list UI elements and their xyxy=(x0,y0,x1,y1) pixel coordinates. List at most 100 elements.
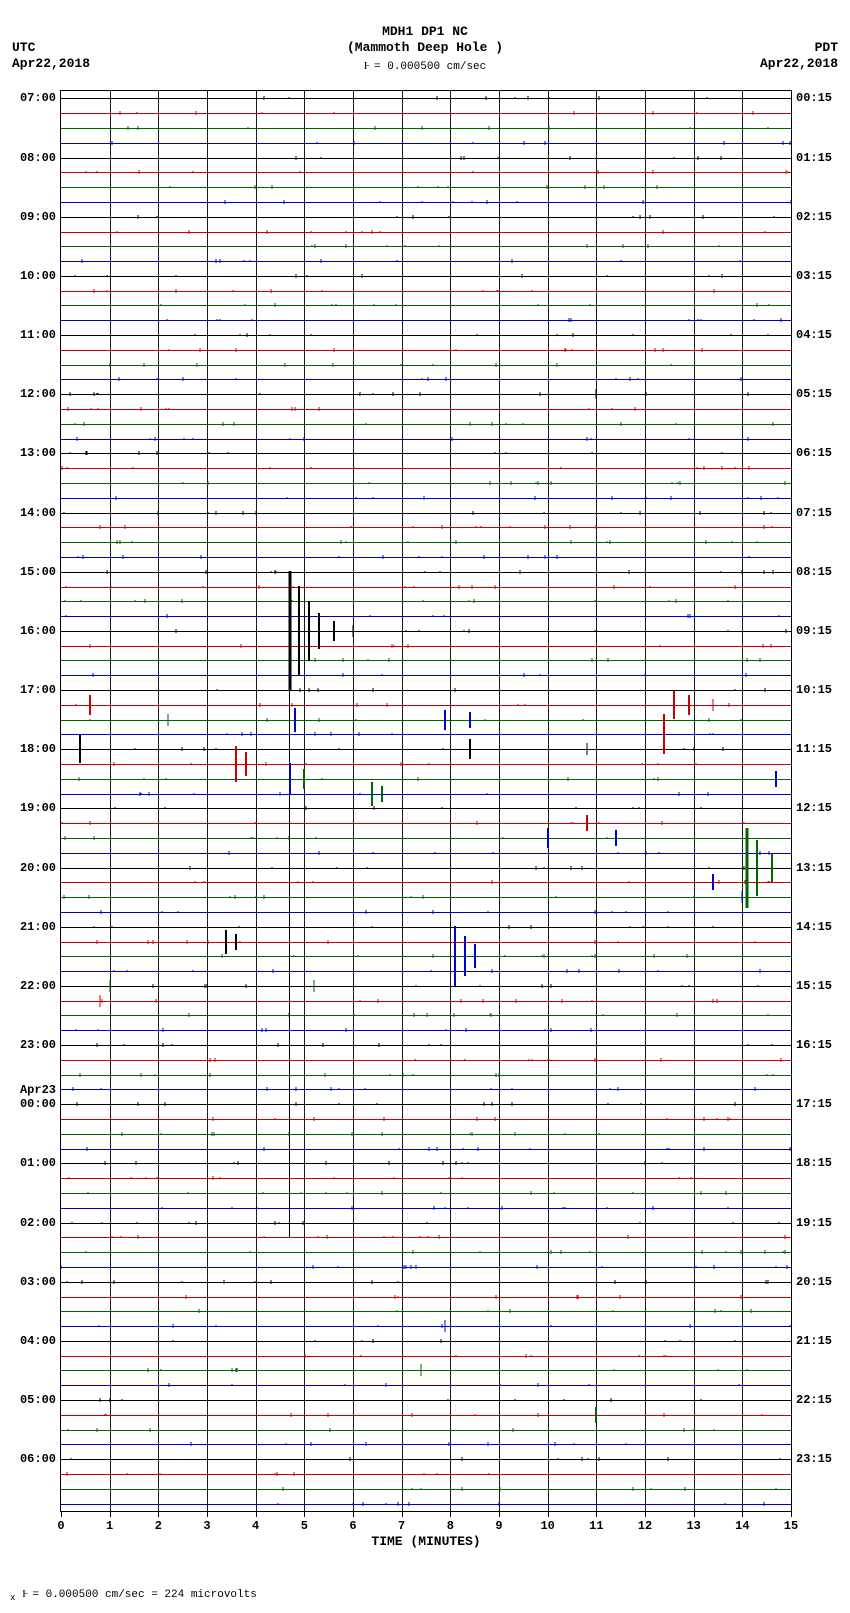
noise-tick xyxy=(772,1044,773,1046)
noise-tick xyxy=(380,231,381,233)
noise-tick xyxy=(235,378,236,380)
noise-tick xyxy=(378,1043,379,1047)
noise-tick xyxy=(373,304,374,306)
noise-tick xyxy=(419,392,420,396)
trace-baseline xyxy=(61,143,791,144)
noise-tick xyxy=(523,423,524,425)
noise-tick xyxy=(548,97,549,99)
minute-gridline xyxy=(402,91,403,1511)
noise-tick xyxy=(570,866,571,870)
noise-tick xyxy=(381,1191,382,1195)
noise-tick xyxy=(66,615,67,617)
noise-tick xyxy=(653,170,654,174)
noise-tick xyxy=(751,1309,752,1313)
hour-label-left: 02:00 xyxy=(20,1216,56,1230)
noise-tick xyxy=(747,392,748,396)
noise-tick xyxy=(147,1368,148,1372)
noise-tick xyxy=(545,555,546,559)
noise-tick xyxy=(421,378,422,380)
noise-tick xyxy=(598,1133,599,1135)
trace-baseline xyxy=(61,1474,791,1475)
noise-tick xyxy=(675,599,676,603)
noise-tick xyxy=(437,1473,438,1475)
noise-tick xyxy=(531,1191,532,1195)
noise-tick xyxy=(595,954,596,958)
noise-tick xyxy=(371,926,372,928)
noise-tick xyxy=(112,926,113,928)
noise-tick xyxy=(146,1177,147,1179)
noise-tick xyxy=(610,1398,611,1402)
noise-tick xyxy=(734,689,735,691)
noise-tick xyxy=(202,586,203,588)
noise-tick xyxy=(630,377,631,381)
x-tick-label: 5 xyxy=(301,1519,308,1533)
noise-tick xyxy=(763,525,764,529)
noise-tick xyxy=(511,259,512,263)
noise-tick xyxy=(307,275,308,277)
noise-tick xyxy=(300,171,301,173)
minute-gridline xyxy=(158,91,159,1511)
noise-tick xyxy=(683,748,684,750)
trace-baseline xyxy=(61,1444,791,1445)
noise-tick xyxy=(772,570,773,574)
noise-tick xyxy=(440,1339,441,1343)
noise-tick xyxy=(90,644,91,648)
noise-tick xyxy=(659,645,660,647)
noise-tick xyxy=(300,1192,301,1194)
noise-tick xyxy=(388,1161,389,1165)
noise-tick xyxy=(101,1222,102,1224)
noise-tick xyxy=(83,422,84,426)
x-tick xyxy=(207,1511,208,1517)
noise-tick xyxy=(425,571,426,573)
hour-label-right: 12:15 xyxy=(796,801,832,815)
noise-tick xyxy=(468,1162,469,1164)
noise-tick xyxy=(337,1266,338,1268)
hour-label-right: 19:15 xyxy=(796,1216,832,1230)
noise-tick xyxy=(412,1074,413,1076)
noise-tick xyxy=(243,511,244,515)
noise-tick xyxy=(135,748,136,750)
noise-tick xyxy=(610,540,611,544)
noise-tick xyxy=(610,1088,611,1090)
noise-tick xyxy=(717,999,718,1003)
noise-tick xyxy=(356,703,357,707)
noise-tick xyxy=(399,1148,400,1150)
noise-tick xyxy=(700,319,701,321)
noise-tick xyxy=(115,807,116,809)
noise-tick xyxy=(200,555,201,559)
noise-tick xyxy=(422,201,423,203)
noise-tick xyxy=(88,895,89,899)
event-spike xyxy=(308,601,310,661)
noise-tick xyxy=(570,156,571,160)
noise-tick xyxy=(155,1074,156,1076)
trace-baseline xyxy=(61,1149,791,1150)
noise-tick xyxy=(541,955,542,957)
noise-tick xyxy=(735,585,736,589)
trace-baseline xyxy=(61,1459,791,1460)
hour-label-left: 16:00 xyxy=(20,624,56,638)
noise-tick xyxy=(400,364,401,366)
noise-tick xyxy=(377,999,378,1003)
trace-baseline xyxy=(61,1119,791,1120)
trace-baseline xyxy=(61,409,791,410)
noise-tick xyxy=(607,837,608,839)
noise-tick xyxy=(477,821,478,825)
noise-tick xyxy=(634,407,635,411)
noise-tick xyxy=(417,186,418,188)
noise-tick xyxy=(271,185,272,189)
noise-tick xyxy=(182,747,183,751)
noise-tick xyxy=(430,970,431,972)
noise-tick xyxy=(588,1384,589,1386)
hour-label-left: 03:00 xyxy=(20,1275,56,1289)
noise-tick xyxy=(512,1429,513,1431)
noise-tick xyxy=(740,719,741,721)
noise-tick xyxy=(488,911,489,913)
noise-tick xyxy=(650,1488,651,1490)
noise-tick xyxy=(594,600,595,602)
noise-tick xyxy=(239,334,240,336)
noise-tick xyxy=(785,170,786,174)
noise-tick xyxy=(744,822,745,824)
noise-tick xyxy=(90,719,91,721)
noise-tick xyxy=(387,703,388,707)
noise-tick xyxy=(157,378,158,380)
